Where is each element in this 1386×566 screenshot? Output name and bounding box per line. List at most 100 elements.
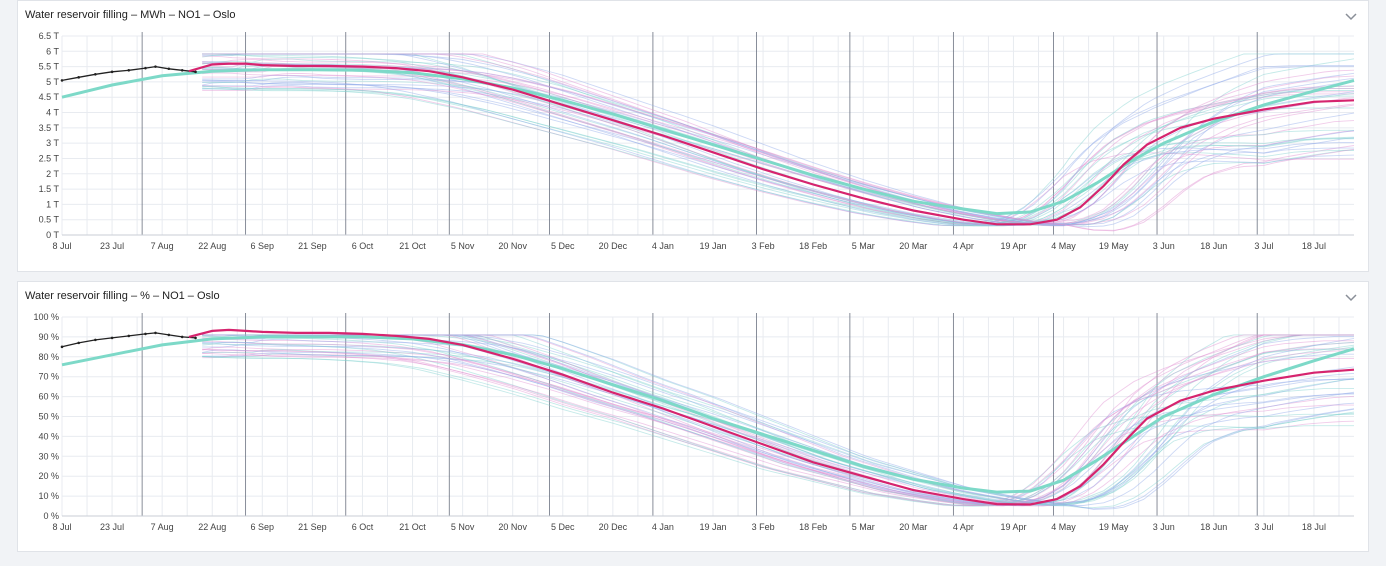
x-tick-label: 19 Jan <box>699 522 726 532</box>
x-tick-label: 21 Sep <box>298 522 327 532</box>
scenario-line <box>202 349 1354 506</box>
x-tick-label: 4 Jan <box>652 522 674 532</box>
x-tick-label: 18 Jul <box>1302 522 1326 532</box>
y-tick-label: 3 T <box>46 138 59 148</box>
scenario-line <box>202 85 1354 227</box>
scenario-lines <box>202 334 1355 510</box>
scenario-line <box>202 65 1354 226</box>
history-point <box>167 333 171 337</box>
history-point <box>110 70 114 74</box>
scenario-line <box>202 335 1354 506</box>
y-tick-label: 4 T <box>46 108 59 118</box>
history-point <box>154 65 157 68</box>
scenario-line <box>202 65 1355 226</box>
scenario-line <box>202 53 1355 225</box>
history-point <box>180 335 184 339</box>
scenario-line <box>202 73 1355 226</box>
scenario-line <box>202 352 1354 507</box>
y-tick-label: 1.5 T <box>39 184 60 194</box>
scenario-line <box>202 81 1355 226</box>
y-tick-label: 90 % <box>38 332 59 342</box>
scenario-line <box>202 61 1354 225</box>
x-tick-label: 6 Oct <box>352 241 374 251</box>
history-point <box>94 72 97 76</box>
y-tick-label: 50 % <box>38 412 59 422</box>
x-tick-label: 18 Jul <box>1302 241 1326 251</box>
scenario-line <box>202 348 1354 506</box>
scenario-line <box>202 58 1355 225</box>
scenario-line <box>202 351 1355 507</box>
x-tick-label: 5 Mar <box>852 522 875 532</box>
history-point <box>127 334 131 338</box>
y-tick-label: 0.5 T <box>39 215 60 225</box>
chevron-down-icon[interactable] <box>1344 290 1358 304</box>
x-tick-label: 6 Oct <box>352 522 374 532</box>
history-point <box>167 67 171 71</box>
history-point <box>194 336 197 340</box>
scenario-line <box>202 335 1354 506</box>
history-point <box>154 331 157 335</box>
y-tick-label: 100 % <box>33 312 59 322</box>
x-tick-label: 18 Feb <box>799 522 827 532</box>
grid-lines <box>61 32 1354 236</box>
scenario-line <box>202 54 1355 225</box>
history-point <box>60 79 64 82</box>
x-tick-label: 20 Dec <box>599 522 628 532</box>
scenario-line <box>202 59 1355 225</box>
history-point <box>144 66 147 70</box>
scenario-line <box>202 53 1354 224</box>
x-tick-label: 3 Feb <box>752 241 775 251</box>
history-point <box>127 68 131 72</box>
x-tick-label: 19 May <box>1099 241 1129 251</box>
y-tick-label: 0 T <box>46 230 59 240</box>
x-tick-label: 19 Apr <box>1000 522 1026 532</box>
x-tick-label: 5 Nov <box>451 241 475 251</box>
scenario-line <box>202 334 1354 506</box>
scenario-line <box>202 53 1355 226</box>
scenario-line <box>202 78 1355 226</box>
x-tick-label: 4 May <box>1051 522 1076 532</box>
x-tick-label: 4 Apr <box>953 522 974 532</box>
y-tick-label: 6 T <box>46 46 59 56</box>
scenario-line <box>202 342 1355 506</box>
history-point <box>77 76 80 79</box>
x-tick-label: 3 Feb <box>752 522 775 532</box>
x-tick-label: 7 Aug <box>151 522 174 532</box>
x-tick-label: 5 Mar <box>852 241 875 251</box>
x-tick-label: 20 Mar <box>899 522 927 532</box>
scenario-line <box>202 343 1355 506</box>
scenario-line <box>202 53 1354 225</box>
scenario-line <box>202 354 1355 507</box>
x-tick-label: 6 Sep <box>251 522 275 532</box>
scenario-line <box>202 340 1354 506</box>
x-tick-label: 5 Dec <box>551 241 575 251</box>
chevron-down-icon[interactable] <box>1344 9 1358 23</box>
x-tick-label: 20 Nov <box>498 241 527 251</box>
y-tick-label: 4.5 T <box>39 92 60 102</box>
x-tick-label: 20 Dec <box>599 241 628 251</box>
x-tick-label: 20 Mar <box>899 241 927 251</box>
x-tick-label: 18 Jun <box>1200 522 1227 532</box>
x-tick-label: 21 Oct <box>399 241 426 251</box>
series-line-forecast <box>188 328 1355 506</box>
series-line-forecast <box>188 62 1355 226</box>
y-tick-label: 2.5 T <box>39 153 60 163</box>
x-tick-label: 4 May <box>1051 241 1076 251</box>
scenario-line <box>202 72 1354 226</box>
scenario-line <box>202 349 1355 507</box>
scenario-line <box>202 342 1354 506</box>
scenario-line <box>202 87 1354 227</box>
x-tick-label: 18 Feb <box>799 241 827 251</box>
x-tick-label: 19 Jan <box>699 241 726 251</box>
y-tick-label: 1 T <box>46 199 59 209</box>
history-point <box>110 336 114 340</box>
chart-percent: 0 % 10 % 20 % 30 % 40 % 50 % 60 % 70 % 80 % 90 % 1… <box>33 312 1355 532</box>
scenario-line <box>202 76 1355 226</box>
scenario-line <box>202 87 1354 227</box>
grid-lines <box>61 313 1354 517</box>
chart-mwh: 0 T 0.5 T 1 T 1.5 T 2 T 2.5 T 3 T 3.5 T 4 T 4.5 T… <box>39 31 1355 251</box>
scenario-line <box>202 77 1355 227</box>
x-tick-label: 21 Oct <box>399 522 426 532</box>
y-tick-label: 2 T <box>46 169 59 179</box>
scenario-line <box>202 53 1355 224</box>
